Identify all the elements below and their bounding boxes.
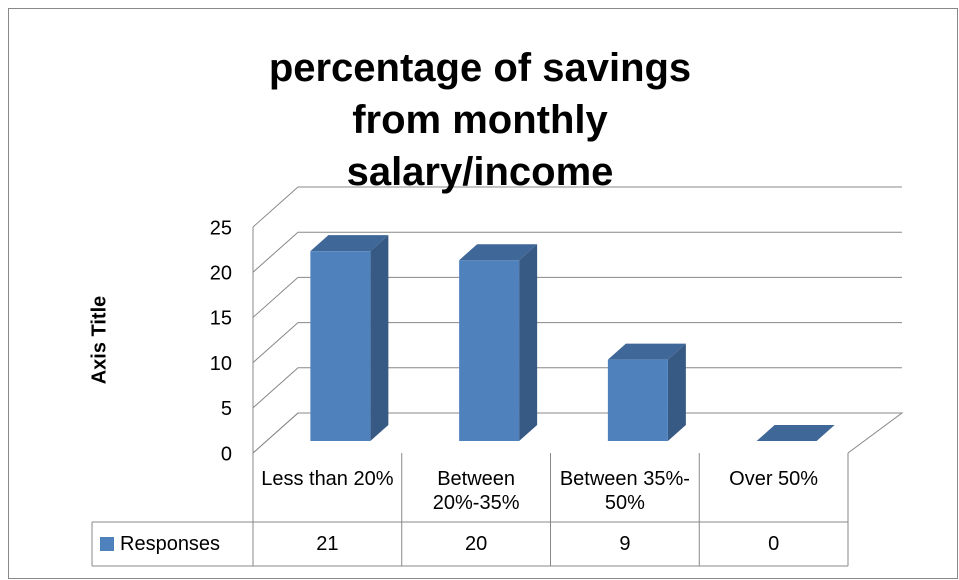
y-tick-label: 5 (221, 398, 232, 420)
grid-line (252, 322, 902, 363)
bar (310, 235, 389, 441)
bar-side (667, 343, 686, 441)
bar-front (459, 260, 520, 441)
legend-label: Responses (120, 533, 221, 555)
y-tick-label: 10 (210, 353, 232, 375)
grid-line (252, 367, 902, 409)
chart-border (8, 8, 958, 579)
bar (459, 244, 538, 441)
grid-line (252, 231, 902, 273)
bar (756, 425, 835, 441)
grid-line (252, 186, 902, 228)
table-value: 9 (619, 533, 631, 555)
bar-top (459, 244, 538, 261)
bar-top (310, 235, 389, 252)
y-tick-label: 15 (210, 308, 232, 330)
y-tick-label: 25 (210, 217, 232, 239)
bar-top (607, 343, 686, 360)
legend-swatch (100, 537, 114, 551)
y-tick-label: 20 (210, 262, 232, 284)
table-value: 20 (465, 533, 488, 555)
y-axis-title: Axis Title (88, 296, 110, 385)
y-tick-label: 0 (221, 443, 232, 465)
bar-front (310, 251, 371, 441)
bar-top (756, 425, 835, 441)
bar (607, 343, 686, 441)
x-tick-label: Between 35%- 50% (559, 468, 690, 514)
bar-front (607, 359, 668, 441)
table-value: 21 (316, 533, 339, 555)
bar-side (370, 235, 389, 441)
table-value: 0 (768, 533, 780, 555)
grid-line (252, 412, 902, 454)
x-tick-label: Less than 20% (261, 468, 394, 490)
x-tick-label: Between 20%-35% (432, 468, 520, 514)
grid-line (252, 276, 902, 318)
chart-title: percentage of savings from monthly salar… (268, 46, 692, 194)
x-tick-label: Over 50% (729, 468, 819, 490)
bar-side (519, 244, 538, 441)
